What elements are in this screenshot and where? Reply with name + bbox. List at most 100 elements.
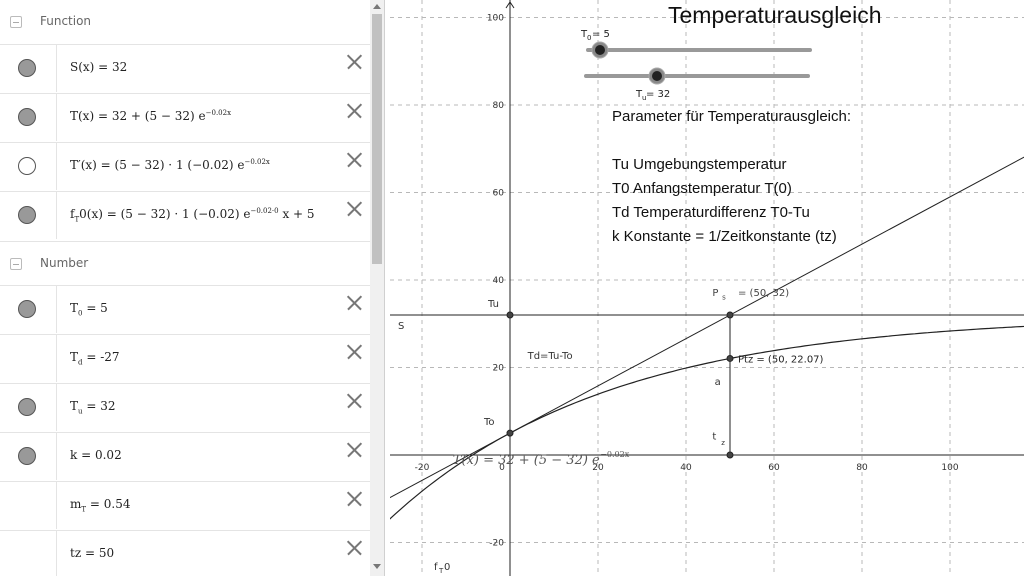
algebra-row-number[interactable]: k = 0.02 [0, 432, 370, 480]
slider-Tu-label: T [635, 89, 643, 100]
visibility-toggle-icon[interactable] [18, 447, 36, 465]
visibility-toggle-icon[interactable] [18, 206, 36, 224]
y-tick-label: 20 [493, 364, 505, 374]
row-divider [56, 143, 57, 190]
point-tz[interactable] [726, 451, 734, 459]
delete-icon[interactable] [345, 539, 363, 557]
subscript: T [74, 215, 80, 224]
graph-formula-text: T(x) = 32 + (5 − 32) e [453, 453, 600, 468]
graphics-view[interactable]: -20 0 20 40 60 80 100 -20 20 40 60 80 100 Tu S To Td=Tu-… [390, 0, 1024, 576]
label-Td: Td=Tu-To [527, 351, 573, 362]
variable-name: T [70, 399, 79, 413]
expression-text: f [70, 207, 75, 221]
expression[interactable]: T′(x) = (5 − 32) · 1 (−0.02) e−0.02x [70, 158, 270, 172]
algebra-row-fT0[interactable]: fT0(x) = (5 − 32) · 1 (−0.02) e−0.02·0 x… [0, 191, 370, 239]
exponent: −0.02·0 [250, 207, 279, 215]
variable-value: = 0.54 [89, 497, 131, 511]
y-axis-arrow [505, 1, 515, 9]
collapse-icon[interactable] [10, 16, 22, 28]
row-divider [56, 531, 57, 576]
collapse-icon[interactable] [10, 258, 22, 270]
variable-name: tz [70, 546, 82, 560]
delete-icon[interactable] [345, 53, 363, 71]
expression[interactable]: Tu = 32 [70, 399, 116, 415]
variable-name: T [70, 350, 79, 364]
algebra-row-number[interactable]: Td = -27 [0, 334, 370, 382]
visibility-toggle-icon[interactable] [18, 59, 36, 77]
scrollbar-thumb[interactable] [372, 14, 382, 264]
expression[interactable]: tz = 50 [70, 546, 114, 562]
slider-Tu-sub: u [642, 94, 646, 102]
label-Tu: Tu [487, 299, 499, 310]
row-divider [56, 335, 57, 382]
scroll-down-icon[interactable] [373, 564, 381, 569]
algebra-row-number[interactable]: T0 = 5 [0, 285, 370, 333]
variable-value: = 50 [84, 546, 115, 560]
expression[interactable]: k = 0.02 [70, 448, 122, 464]
delete-icon[interactable] [345, 343, 363, 361]
delete-icon[interactable] [345, 102, 363, 120]
exponent: −0.02x [205, 109, 232, 117]
variable-value: = 32 [86, 399, 116, 413]
point-Tu[interactable] [506, 311, 514, 319]
y-tick-label: 100 [487, 14, 504, 24]
delete-icon[interactable] [345, 294, 363, 312]
algebra-row-S[interactable]: S(x) = 32 [0, 44, 370, 92]
function-T-curve[interactable] [390, 325, 1024, 530]
function-fT0-tangent[interactable] [390, 154, 1024, 504]
slider-Tu-value: = 32 [646, 89, 670, 100]
label-fT0-tail: 0 [444, 562, 450, 573]
row-divider [56, 45, 57, 92]
row-divider [56, 286, 57, 333]
algebra-view: Function S(x) = 32 T(x) = 32 + (5 − 32) … [0, 0, 385, 576]
expression-text: S(x) = 32 [70, 60, 128, 74]
slider-T0-sub: 0 [587, 34, 591, 42]
row-divider [56, 94, 57, 141]
variable-value: = 0.02 [81, 448, 122, 462]
visibility-toggle-icon[interactable] [18, 108, 36, 126]
group-title: Function [40, 14, 92, 28]
point-To[interactable] [506, 429, 514, 437]
algebra-row-number[interactable]: mT = 0.54 [0, 481, 370, 529]
label-a: a [715, 377, 721, 388]
coordinate-plane[interactable]: -20 0 20 40 60 80 100 -20 20 40 60 80 100 Tu S To Td=Tu-… [390, 0, 1024, 576]
slider-T0-label: T [580, 29, 588, 40]
label-Ps-value: = (50, 32) [738, 288, 789, 299]
algebra-row-number[interactable]: tz = 50 [0, 530, 370, 576]
x-tick-label: 20 [592, 463, 604, 473]
algebra-row-number[interactable]: Tu = 32 [0, 383, 370, 431]
algebra-row-T-prime[interactable]: T′(x) = (5 − 32) · 1 (−0.02) e−0.02x [0, 142, 370, 190]
group-title: Number [40, 256, 89, 270]
expression[interactable]: S(x) = 32 [70, 60, 127, 74]
expression[interactable]: Td = -27 [70, 350, 120, 366]
point-Ptz[interactable] [726, 354, 734, 362]
algebra-row-T[interactable]: T(x) = 32 + (5 − 32) e−0.02x [0, 93, 370, 141]
delete-icon[interactable] [345, 441, 363, 459]
delete-icon[interactable] [345, 392, 363, 410]
param-line-t0: T0 Anfangstemperatur T(0) [612, 180, 792, 197]
visibility-toggle-icon[interactable] [18, 300, 36, 318]
expression[interactable]: mT = 0.54 [70, 497, 130, 513]
visibility-toggle-icon[interactable] [18, 157, 36, 175]
expression[interactable]: fT0(x) = (5 − 32) · 1 (−0.02) e−0.02·0 x… [70, 207, 315, 223]
slider-T0-knob[interactable] [595, 45, 605, 55]
variable-name: m [70, 497, 82, 511]
delete-icon[interactable] [345, 151, 363, 169]
label-Ps: P [712, 288, 718, 299]
point-Ps[interactable] [726, 311, 734, 319]
group-function-header[interactable]: Function [0, 0, 370, 46]
expression-text: 0(x) = (5 − 32) · 1 (−0.02) e [79, 207, 251, 221]
slider-Tu-knob[interactable] [652, 71, 662, 81]
expression[interactable]: T(x) = 32 + (5 − 32) e−0.02x [70, 109, 231, 123]
subscript: T [81, 505, 87, 514]
visibility-toggle-icon[interactable] [18, 398, 36, 416]
delete-icon[interactable] [345, 490, 363, 508]
group-number-header[interactable]: Number [0, 241, 370, 288]
variable-name: k [70, 448, 78, 462]
row-divider [56, 482, 57, 529]
expression[interactable]: T0 = 5 [70, 301, 108, 317]
graph-formula-exponent: −0.02x [600, 450, 630, 459]
scroll-up-icon[interactable] [373, 4, 381, 9]
subscript: u [78, 407, 83, 416]
delete-icon[interactable] [345, 200, 363, 218]
